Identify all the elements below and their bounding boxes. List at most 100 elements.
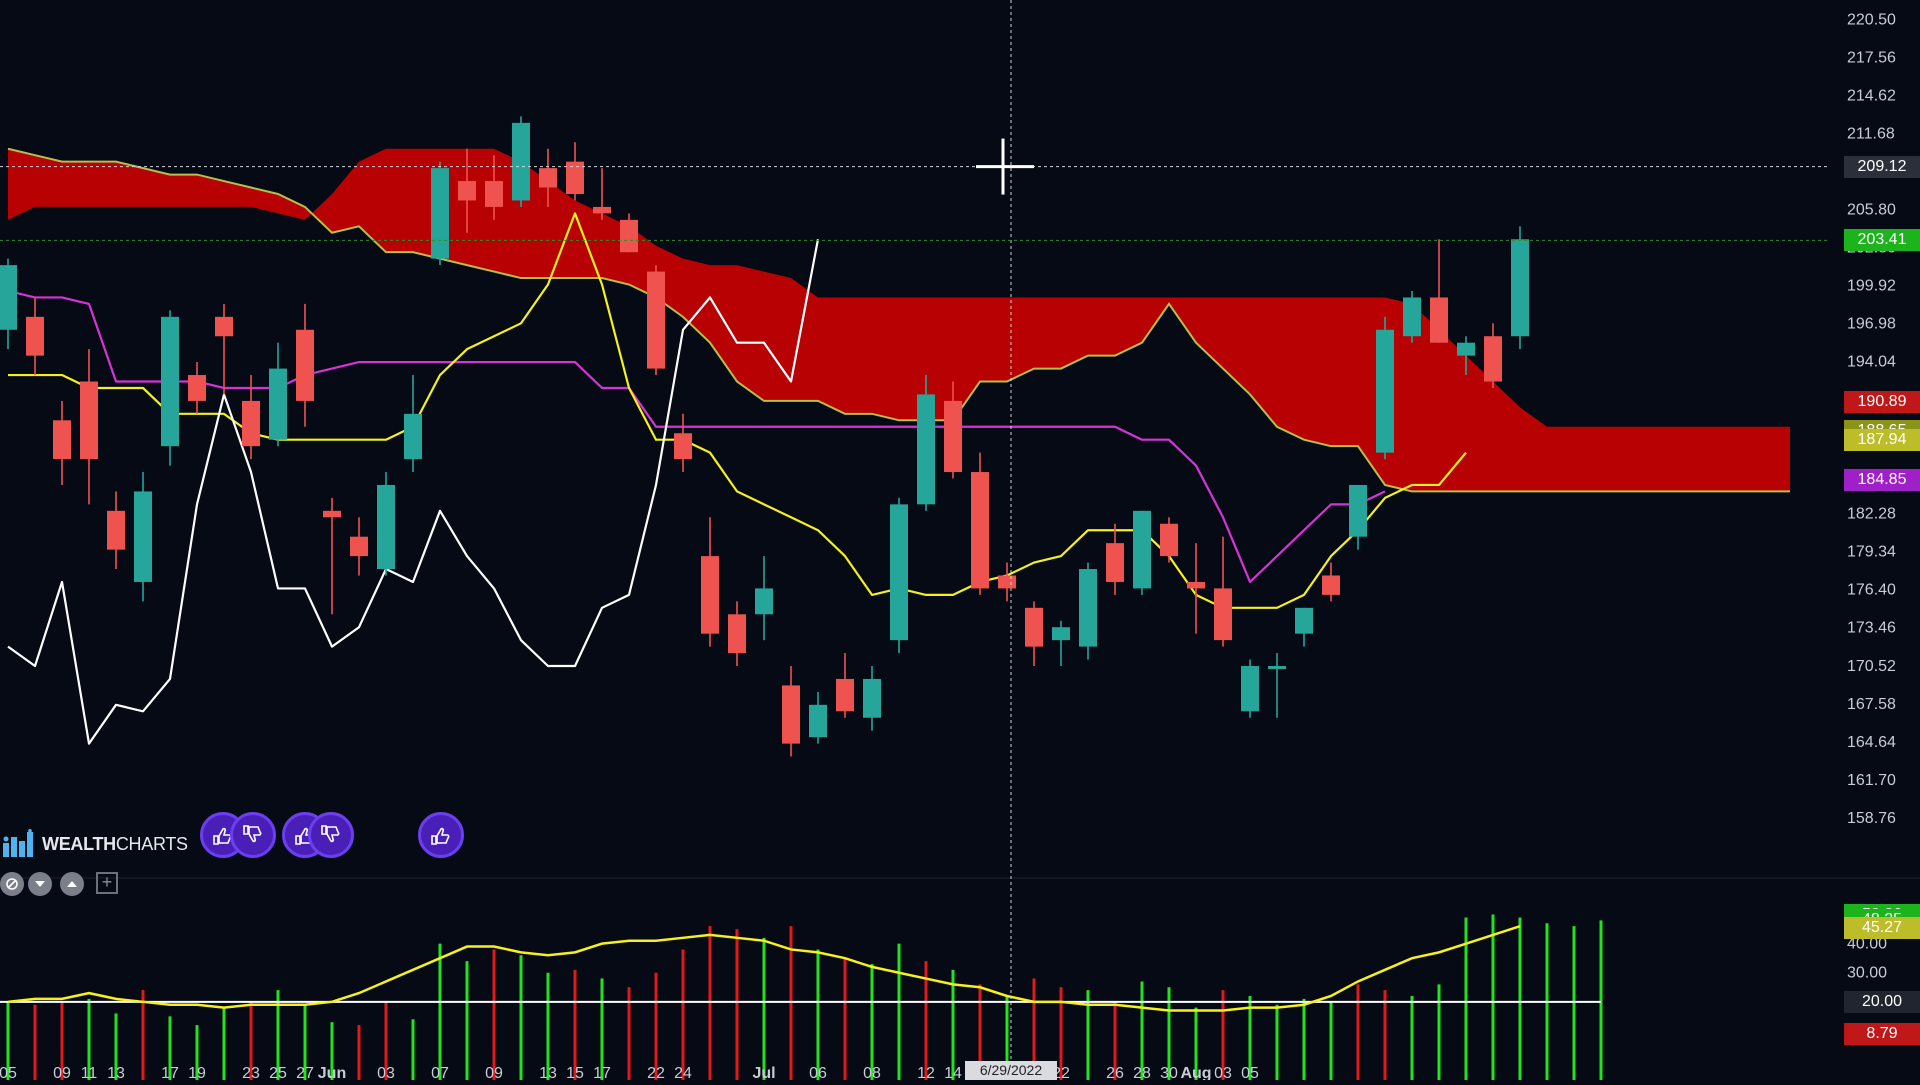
candle-body (836, 678, 854, 712)
indicator-toggle-5[interactable] (418, 812, 464, 858)
price-axis[interactable]: 220.50217.56214.62211.68208.74205.80202.… (1847, 11, 1896, 1040)
candle-body (1322, 575, 1340, 595)
indicator-toggle-4[interactable] (308, 812, 354, 858)
time-tick-label: 05 (1241, 1065, 1259, 1080)
price-tick-label: 161.70 (1847, 772, 1896, 789)
brand-name: WEALTHCHARTS (42, 834, 188, 855)
pane-add-button[interactable]: + (96, 872, 118, 894)
candle (458, 148, 476, 233)
candle (701, 517, 719, 647)
candle-body (998, 575, 1016, 589)
time-tick-label: Aug (1180, 1065, 1211, 1080)
candle-body (1160, 523, 1178, 557)
candle (53, 400, 71, 485)
senkou-span-b-line (7, 147, 1790, 493)
time-tick-label: 25 (269, 1065, 287, 1080)
candle-body (1052, 627, 1070, 641)
candle-body (377, 484, 395, 570)
candle (107, 491, 125, 570)
volume-pane[interactable] (0, 914, 1603, 1080)
candle (917, 375, 935, 511)
candle-body (1241, 666, 1259, 712)
crosshair-date-label: 6/29/2022 (965, 1061, 1057, 1080)
time-tick-label: Jul (752, 1065, 775, 1080)
brand-name-light: CHARTS (115, 833, 188, 854)
time-tick-label: 19 (188, 1065, 206, 1080)
slash-icon (6, 878, 18, 890)
candle (1241, 659, 1259, 718)
price-tick-label: 164.64 (1847, 734, 1896, 751)
price-tick-label: 194.04 (1847, 354, 1896, 371)
candle-body (944, 400, 962, 473)
candle (1106, 523, 1124, 595)
candle-body (1403, 297, 1421, 337)
time-tick-label: 27 (296, 1065, 314, 1080)
time-tick-label: 24 (674, 1065, 692, 1080)
candle (242, 375, 260, 460)
candle (0, 258, 17, 350)
price-tick-label: 158.76 (1847, 810, 1896, 827)
candle-body (1376, 329, 1394, 453)
price-tick-label: 176.40 (1847, 582, 1896, 599)
candle (1376, 316, 1394, 460)
pane-move-down-button[interactable] (28, 872, 52, 896)
candle-body (26, 316, 44, 356)
candle-body (1511, 239, 1529, 337)
candle (161, 310, 179, 466)
candle-body (458, 181, 476, 201)
indicator-toggle-2[interactable] (230, 812, 276, 858)
pane-move-up-button[interactable] (60, 872, 84, 896)
candle-body (728, 614, 746, 654)
brand-logo-group: WEALTHCHARTS (2, 826, 188, 862)
time-tick-label: 14 (944, 1065, 962, 1080)
candle (1160, 517, 1178, 563)
wealthcharts-logo-icon (3, 829, 33, 857)
candle-body (971, 472, 989, 589)
candle (1025, 601, 1043, 667)
candle (1295, 607, 1313, 647)
candle (863, 666, 881, 731)
candle (188, 362, 206, 414)
oscillator-badge: 20.00 (1844, 990, 1920, 1013)
candle (728, 601, 746, 667)
candle-body (1079, 569, 1097, 647)
candle (269, 342, 287, 447)
time-tick-label: 26 (1106, 1065, 1124, 1080)
candle (1187, 543, 1205, 634)
candle-body (1214, 588, 1232, 641)
crosshair-price-label: 209.12 (1844, 155, 1920, 178)
time-tick-label: 06 (809, 1065, 827, 1080)
candle (26, 297, 44, 376)
candle-body (296, 329, 314, 401)
candle-body (1106, 543, 1124, 582)
candle (1457, 336, 1475, 376)
candle-body (593, 206, 611, 214)
time-tick-label: 07 (431, 1065, 449, 1080)
thumbs-updown-icon (321, 825, 340, 843)
candle (809, 691, 827, 744)
candle-body (431, 168, 449, 259)
price-badge: 184.85 (1844, 469, 1920, 492)
candle (1079, 562, 1097, 660)
candle-body (80, 381, 98, 460)
brand-name-bold: WEALTH (42, 833, 116, 854)
price-badge: 187.94 (1844, 429, 1920, 452)
time-tick-label: 03 (377, 1065, 395, 1080)
candle (944, 381, 962, 479)
candle (404, 375, 422, 473)
candle-body (1430, 297, 1448, 343)
candle (350, 517, 368, 576)
time-tick-label: Jun (318, 1065, 346, 1080)
oscillator-line (7, 924, 1521, 1012)
candle-body (917, 394, 935, 505)
candle (836, 653, 854, 718)
crosshair (0, 0, 1830, 1060)
thumbs-updown-icon (431, 827, 450, 845)
time-axis[interactable]: 05 09 11 13 17 19 23 25 27 Jun 03 07 09 13 15 17 22 24 Jul… (0, 1065, 1259, 1082)
time-tick-label: 09 (53, 1065, 71, 1080)
pane-settings-button[interactable] (0, 872, 24, 896)
